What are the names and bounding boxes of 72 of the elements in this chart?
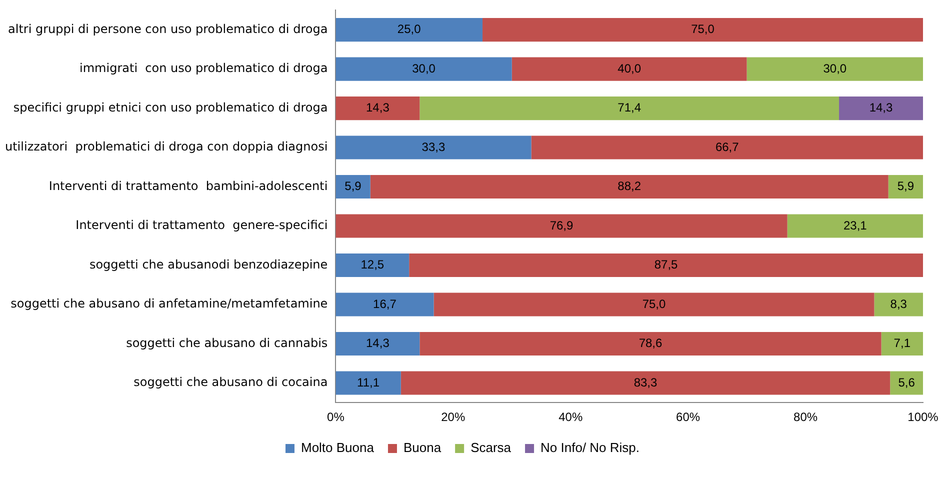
data-label: 23,1 <box>843 218 868 232</box>
data-label: 5,9 <box>344 179 362 194</box>
bar <box>336 18 483 42</box>
bar <box>512 57 747 81</box>
data-label: 33,3 <box>422 140 446 154</box>
data-label: 8,3 <box>890 296 908 311</box>
bar <box>336 214 788 238</box>
data-label: 30,0 <box>412 61 436 76</box>
x-tick-label: 40% <box>558 410 583 424</box>
bar <box>874 292 923 316</box>
bar <box>420 332 882 356</box>
data-label: 5,9 <box>897 179 914 194</box>
data-label: 11,1 <box>357 375 380 390</box>
bar <box>336 332 420 356</box>
bar <box>336 371 401 395</box>
y-tick-label: utilizzatori problematici di droga con doppia diagnosi <box>5 140 328 154</box>
x-tick-label: 60% <box>676 410 700 424</box>
bar <box>839 96 923 120</box>
bar <box>881 332 923 356</box>
data-label: 30,0 <box>823 61 847 76</box>
data-label: 14,3 <box>366 100 390 115</box>
y-tick-label: Interventi di trattamento bambini-adolescenti <box>48 178 328 193</box>
data-label: 7,1 <box>894 336 911 350</box>
y-tick-label: Interventi di trattamento genere-specifici <box>76 218 328 232</box>
data-label: 88,2 <box>618 179 642 194</box>
x-tick-label: 100% <box>908 410 939 424</box>
bar <box>336 136 532 160</box>
data-label: 5,6 <box>898 375 916 390</box>
bar <box>434 292 874 316</box>
x-tick-label: 80% <box>794 410 818 424</box>
bar <box>888 175 923 199</box>
data-label: 87,5 <box>654 258 678 272</box>
data-label: 14,3 <box>366 336 390 350</box>
bar <box>336 175 370 199</box>
data-label: 83,3 <box>634 375 658 390</box>
bar <box>787 214 923 238</box>
bar <box>336 292 434 316</box>
bar <box>400 371 890 395</box>
y-tick-label: soggetti che abusano di cocaina <box>134 375 328 390</box>
bar <box>890 371 923 395</box>
y-tick-label: soggetti che abusano di cannabis <box>126 336 328 350</box>
data-label: 12,5 <box>360 258 384 272</box>
bar <box>482 18 923 42</box>
data-label: 71,4 <box>618 100 642 115</box>
bar <box>420 96 840 120</box>
y-tick-label: soggetti che abusanodi benzodiazepine <box>89 257 328 272</box>
data-label: 14,3 <box>869 100 894 115</box>
bar <box>409 253 923 278</box>
data-label: 75,0 <box>642 296 666 311</box>
y-tick-label: altri gruppi di persone con uso problematico di droga <box>8 22 328 36</box>
data-label: 25,0 <box>397 22 422 36</box>
data-label: 40,0 <box>618 61 642 76</box>
bar <box>336 57 512 81</box>
bar <box>336 253 410 278</box>
y-tick-label: specifici gruppi etnici con uso problematico di droga <box>13 100 328 114</box>
bar <box>370 175 888 199</box>
x-tick-label: 20% <box>441 410 466 424</box>
data-label: 16,7 <box>373 296 397 311</box>
y-tick-label: soggetti che abusano di anfetamine/metamfetamine <box>10 296 328 311</box>
bar <box>531 136 923 160</box>
data-label: 66,7 <box>715 140 740 154</box>
bar <box>336 96 420 120</box>
legend-label: Buona <box>403 440 442 456</box>
data-label: 78,6 <box>638 336 662 350</box>
data-label: 75,0 <box>691 22 715 36</box>
data-label: 76,9 <box>550 218 574 232</box>
legend-label: No Info/ No Risp. <box>540 440 640 456</box>
x-tick-label: 0% <box>327 410 345 424</box>
legend-label: Scarsa <box>470 440 512 456</box>
bar <box>746 57 923 81</box>
y-tick-label: immigrati con uso problematico di droga <box>80 61 328 76</box>
legend-label: Molto Buona <box>300 440 375 456</box>
